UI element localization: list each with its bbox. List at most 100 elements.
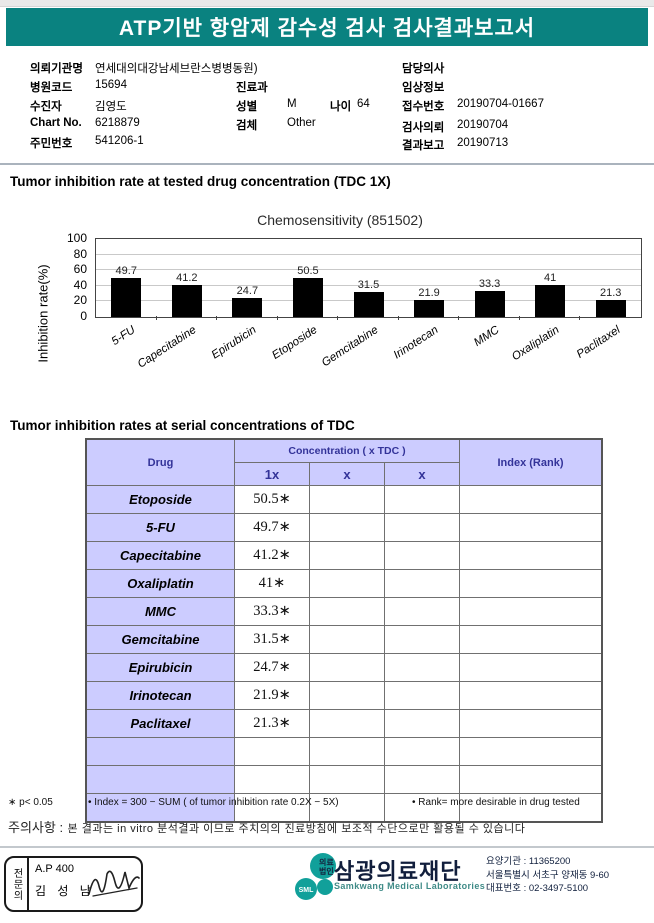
- specialist-sign-box: 전문의 A.P 400 김 성 남: [4, 856, 143, 912]
- drug-name-cell: MMC: [85, 597, 235, 626]
- index-rank-cell: [459, 513, 603, 542]
- chemosensitivity-chart: Chemosensitivity (851502) Inhibition rat…: [0, 204, 654, 414]
- contact-phone: 대표번호 : 02-3497-5100: [486, 883, 589, 894]
- patient-info-section: 의뢰기관명 연세대의대강남세브란스병병동원) 병원코드 15694 수진자 김영도 Char…: [0, 0, 654, 160]
- bar-Oxaliplatin: [535, 285, 566, 317]
- divider-bottom: [0, 846, 654, 848]
- col-header-sub-1: x: [309, 462, 385, 486]
- table-row-Gemcitabine: Gemcitabine 31.5∗: [85, 625, 603, 654]
- footnote-p: ∗ p< 0.05: [8, 797, 53, 808]
- info-value-left-2: 김영도: [95, 101, 127, 113]
- section2-title: Tumor inhibition rates at serial concent…: [10, 418, 355, 433]
- index-rank-cell-empty: [459, 737, 603, 766]
- chart-title: Chemosensitivity (851502): [257, 212, 423, 228]
- bar-Epirubicin: [232, 297, 263, 317]
- ytick-0: 0: [80, 309, 87, 323]
- conc-1x-cell: 31.5∗: [234, 625, 310, 654]
- sign-box-doctor-name: 김 성 남: [35, 884, 95, 898]
- info-label-left-0: 의뢰기관명: [30, 63, 83, 75]
- conc-x3-cell-empty: [384, 737, 460, 766]
- drug-name-cell: Gemcitabine: [85, 625, 235, 654]
- conc-x2-cell: [309, 653, 385, 682]
- svg-text:SML: SML: [299, 887, 315, 894]
- index-rank-cell: [459, 569, 603, 598]
- conc-x3-cell: [384, 681, 460, 710]
- caution-text: 본 결과는 in vitro 분석결과 이므로 주치의의 진료방침에 보조적 수…: [67, 823, 526, 835]
- footnotes: ∗ p< 0.05 • Index = 300 − SUM ( of tumor…: [0, 797, 654, 811]
- col-header-drug: Drug: [85, 438, 235, 486]
- conc-x2-cell-empty: [309, 737, 385, 766]
- xaxis-tick-1: [155, 316, 157, 320]
- info-value-middle-2: Other: [287, 117, 316, 129]
- info-value-left-1: 15694: [95, 79, 127, 91]
- conc-1x-cell: 49.7∗: [234, 513, 310, 542]
- index-rank-cell: [459, 485, 603, 514]
- gridline-60: [96, 269, 641, 271]
- conc-1x-cell: 21.3∗: [234, 709, 310, 738]
- conc-x3-cell-empty: [384, 765, 460, 794]
- drug-name-cell: Oxaliplatin: [85, 569, 235, 598]
- conc-x2-cell: [309, 597, 385, 626]
- bar-value-Gemcitabine: 31.5: [357, 279, 380, 292]
- conc-x2-cell: [309, 513, 385, 542]
- ytick-40: 40: [73, 277, 87, 292]
- report-title-banner: ATP기반 항암제 감수성 검사 검사결과보고서: [6, 8, 648, 46]
- info-label-right-4: 결과보고: [402, 140, 445, 152]
- info-label-left-2: 수진자: [30, 101, 62, 113]
- lab-contact: 요양기관 : 11365200 서울특별시 서초구 양재동 9-60 대표번호 …: [486, 855, 609, 896]
- bar-value-MMC: 33.3: [478, 278, 501, 291]
- drug-name-cell: Irinotecan: [85, 681, 235, 710]
- drug-name-cell: Epirubicin: [85, 653, 235, 682]
- contact-address: 서울특별시 서초구 양재동 9-60: [486, 869, 610, 881]
- bar-Paclitaxel: [595, 300, 626, 317]
- conc-x2-cell: [309, 569, 385, 598]
- info-value-right-4: 20190713: [457, 137, 509, 149]
- drug-name-cell-empty: [85, 765, 235, 794]
- info-label-right-1: 임상정보: [402, 82, 445, 94]
- bar-5-FU: [111, 278, 142, 317]
- contact-org-number: 요양기관 : 11365200: [486, 856, 571, 867]
- bar-value-Epirubicin: 24.7: [236, 284, 259, 297]
- col-header-concentration: Concentration ( x TDC ): [234, 438, 460, 463]
- footnote-rank: • Rank= more desirable in drug tested: [412, 797, 580, 808]
- conc-x3-cell: [384, 513, 460, 542]
- index-rank-cell: [459, 653, 603, 682]
- table-row-5-FU: 5-FU 49.7∗: [85, 513, 603, 542]
- conc-x3-cell: [384, 541, 460, 570]
- conc-x3-cell: [384, 569, 460, 598]
- xaxis-tick-2: [216, 316, 218, 320]
- bar-value-Capecitabine: 41.2: [176, 271, 198, 284]
- drug-name-cell: Capecitabine: [85, 541, 235, 570]
- ytick-80: 80: [73, 246, 87, 261]
- conc-x3-cell: [384, 625, 460, 654]
- col-header-index: Index (Rank): [459, 438, 603, 486]
- info-label-middle-0: 진료과: [236, 82, 268, 94]
- info-value-left-3: 6218879: [95, 117, 140, 129]
- conc-1x-cell: 41∗: [234, 569, 310, 598]
- info-label-left-1: 병원코드: [30, 82, 73, 94]
- drug-name-cell: Etoposide: [85, 485, 235, 514]
- table-empty-row-0: [85, 737, 603, 766]
- table-row-Epirubicin: Epirubicin 24.7∗: [85, 653, 603, 682]
- col-header-sub-0: 1x: [234, 462, 310, 486]
- info-value-age: 64: [357, 98, 370, 110]
- table-row-Capecitabine: Capecitabine 41.2∗: [85, 541, 603, 570]
- gridline-40: [96, 284, 641, 286]
- bar-MMC: [474, 291, 505, 317]
- bar-value-5-FU: 49.7: [115, 265, 137, 278]
- info-value-left-0: 연세대의대강남세브란스병병동원): [95, 63, 258, 75]
- table-row-Oxaliplatin: Oxaliplatin 41∗: [85, 569, 603, 598]
- info-value-left-4: 541206-1: [95, 135, 144, 147]
- index-rank-cell: [459, 625, 603, 654]
- conc-1x-cell: 24.7∗: [234, 653, 310, 682]
- xaxis-tick-8: [579, 316, 581, 320]
- info-value-right-3: 20190704: [457, 119, 509, 131]
- lab-name-en: Samkwang Medical Laboratories: [334, 881, 486, 891]
- conc-x2-cell: [309, 625, 385, 654]
- conc-x3-cell: [384, 653, 460, 682]
- report-title: ATP기반 항암제 감수성 검사 검사결과보고서: [118, 17, 536, 40]
- xlabel-5-FU: 5-FU: [109, 324, 138, 348]
- xaxis-tick-3: [276, 316, 278, 320]
- table-empty-row-1: [85, 765, 603, 794]
- ytick-20: 20: [73, 293, 87, 308]
